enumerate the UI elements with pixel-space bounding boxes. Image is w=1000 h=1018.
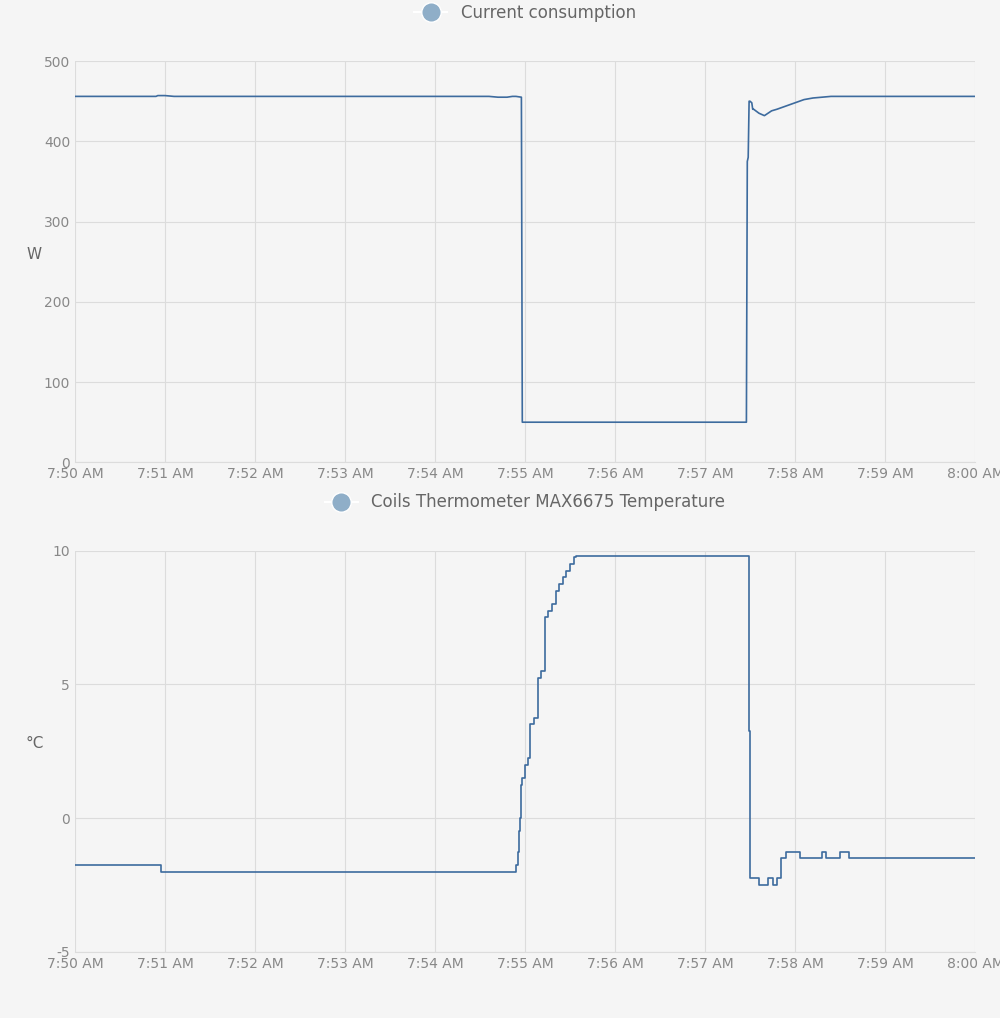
Y-axis label: °C: °C (25, 736, 44, 751)
Legend: Current consumption: Current consumption (407, 0, 643, 29)
Y-axis label: W: W (27, 246, 42, 262)
Legend: Coils Thermometer MAX6675 Temperature: Coils Thermometer MAX6675 Temperature (318, 487, 732, 518)
